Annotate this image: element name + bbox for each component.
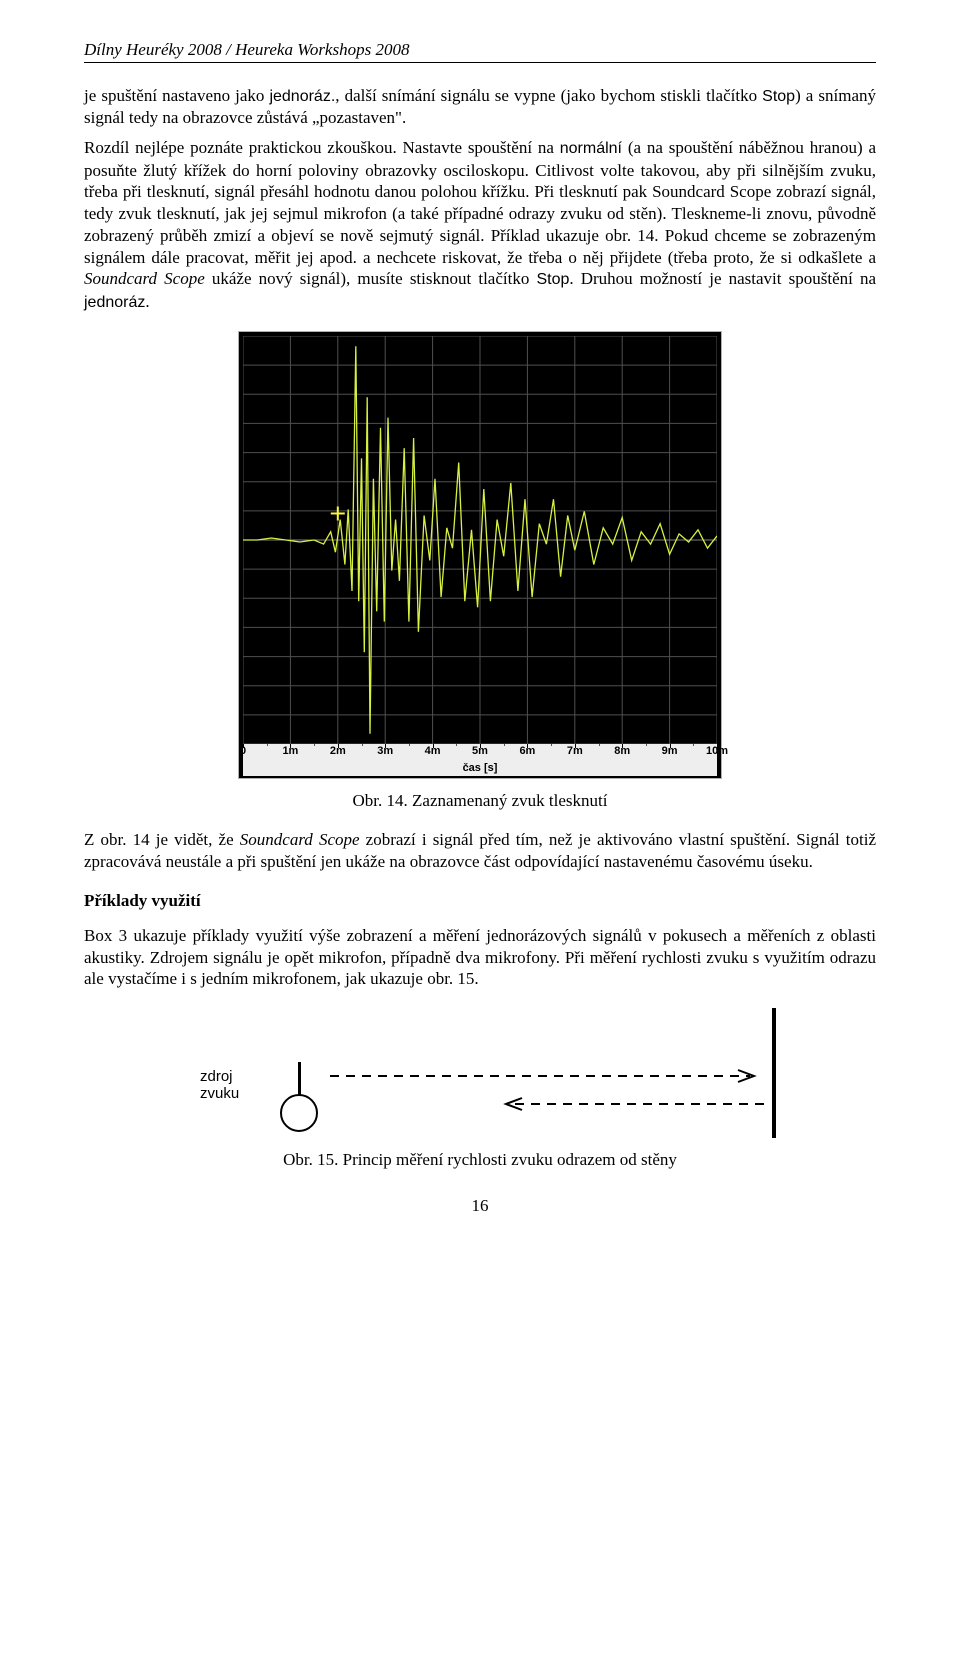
tick-label: 5m (472, 745, 488, 757)
tick-label: 3m (377, 745, 393, 757)
term-stop-2: Stop (536, 271, 569, 288)
oscilloscope-frame: 01m2m3m4m5m6m7m8m9m10m čas [s] (238, 331, 722, 779)
term-jednoraz-2: jednoráz (84, 294, 145, 311)
text: . Druhou možností je nastavit spouštění … (569, 269, 876, 288)
figure-15-caption: Obr. 15. Princip měření rychlosti zvuku … (84, 1150, 876, 1170)
text: ukáže nový signál), musíte stisknout tla… (205, 269, 537, 288)
oscilloscope-x-label: čas [s] (243, 762, 717, 776)
figure-14-caption: Obr. 14. Zaznamenaný zvuk tlesknutí (84, 791, 876, 811)
paragraph-4: Box 3 ukazuje příklady využití výše zobr… (84, 925, 876, 990)
paragraph-2: Rozdíl nejlépe poznáte praktickou zkoušk… (84, 137, 876, 313)
figure-15: zdroj zvuku (130, 1008, 830, 1138)
tick-label: 7m (567, 745, 583, 757)
text: Z obr. 14 je vidět, že (84, 830, 240, 849)
tick-label: 9m (662, 745, 678, 757)
text: . (145, 292, 149, 311)
term-stop: Stop (762, 88, 795, 105)
tick-label: 4m (425, 745, 441, 757)
text: Rozdíl nejlépe poznáte praktickou zkoušk… (84, 138, 560, 157)
tick-label: 1m (282, 745, 298, 757)
section-heading: Příklady využití (84, 891, 876, 911)
tick-label: 2m (330, 745, 346, 757)
page-header: Dílny Heuréky 2008 / Heureka Workshops 2… (84, 40, 876, 63)
paragraph-3: Z obr. 14 je vidět, že Soundcard Scope z… (84, 829, 876, 873)
page-number: 16 (84, 1196, 876, 1216)
tick-label: 6m (519, 745, 535, 757)
arrows (130, 1008, 830, 1138)
tick-label: 0 (240, 745, 246, 757)
figure-14: 0 1m 2m 3m 4m 5m 6m 7m 8m 9m 10m čas [s] (84, 331, 876, 779)
tick-label: 8m (614, 745, 630, 757)
term-soundcard-scope: Soundcard Scope (84, 269, 205, 288)
term-jednoraz: jednoráz. (269, 88, 335, 105)
term-soundcard-scope-2: Soundcard Scope (240, 830, 360, 849)
oscilloscope-plot-area (243, 336, 717, 744)
term-normalni: normální (560, 140, 622, 157)
text: (a na spouštění náběžnou hranou) a posuň… (84, 138, 876, 266)
text: je spuštění nastaveno jako (84, 86, 269, 105)
text: , další snímání signálu se vypne (jako b… (335, 86, 762, 105)
tick-label: 10m (706, 745, 728, 757)
paragraph-1: je spuštění nastaveno jako jednoráz., da… (84, 85, 876, 129)
oscilloscope-x-axis: 01m2m3m4m5m6m7m8m9m10m (243, 744, 717, 762)
